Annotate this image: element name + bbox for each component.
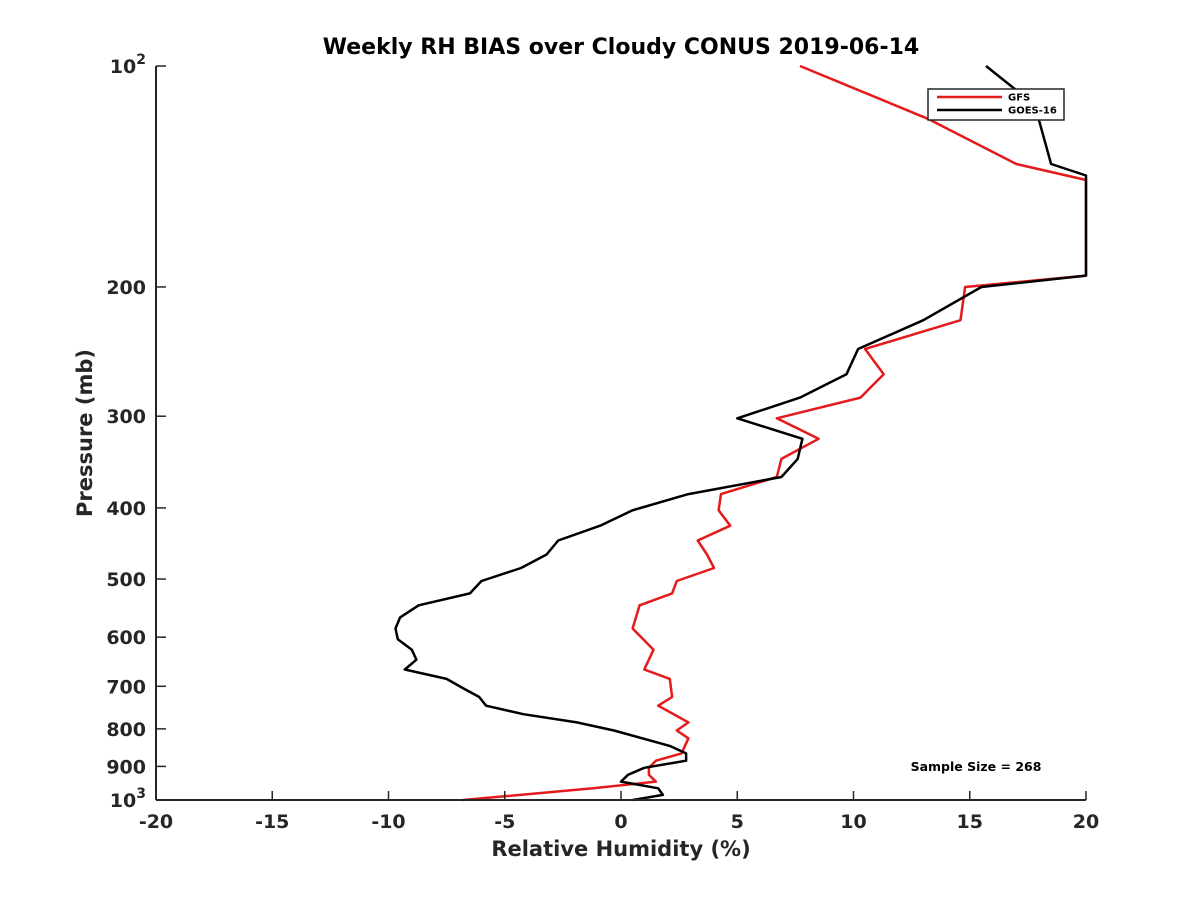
x-tick-label: -20 xyxy=(139,811,173,833)
y-tick-label: 900 xyxy=(106,756,146,778)
x-axis-label: Relative Humidity (%) xyxy=(491,837,750,861)
y-tick-label: 700 xyxy=(106,676,146,698)
legend: GFS GOES-16 xyxy=(927,88,1065,121)
y-tick-label: 103 xyxy=(110,786,146,812)
y-ticks: 102 200 300 400 500 600 700 800 900 103 xyxy=(106,52,166,812)
x-ticks: -20 -15 -10 -5 0 5 10 15 20 xyxy=(139,791,1099,833)
y-tick-label: 500 xyxy=(106,569,146,591)
chart-title: Weekly RH BIAS over Cloudy CONUS 2019-06… xyxy=(323,35,919,60)
sample-size-annotation: Sample Size = 268 xyxy=(911,759,1042,774)
y-tick-label: 200 xyxy=(106,277,146,299)
y-tick-label: 300 xyxy=(106,406,146,428)
series-line-goes16 xyxy=(394,65,1088,802)
y-tick-label: 800 xyxy=(106,719,146,741)
x-tick-label: 15 xyxy=(957,811,983,833)
y-tick-label: 600 xyxy=(106,627,146,649)
legend-box xyxy=(927,88,1065,121)
series-layer xyxy=(394,64,1088,802)
y-tick-label: 400 xyxy=(106,498,146,520)
y-tick-label: 102 xyxy=(110,52,146,78)
x-tick-label: 10 xyxy=(840,811,866,833)
series-line-gfs xyxy=(462,64,1088,802)
x-tick-label: -10 xyxy=(371,811,405,833)
x-tick-label: -5 xyxy=(494,811,515,833)
x-tick-label: 20 xyxy=(1073,811,1099,833)
y-axis-label: Pressure (mb) xyxy=(73,349,97,517)
x-tick-label: 5 xyxy=(731,811,744,833)
x-tick-label: -15 xyxy=(255,811,289,833)
x-tick-label: 0 xyxy=(614,811,627,833)
legend-label-gfs: GFS xyxy=(1008,93,1030,104)
legend-label-goes16: GOES-16 xyxy=(1008,106,1057,117)
axes xyxy=(155,66,1086,801)
